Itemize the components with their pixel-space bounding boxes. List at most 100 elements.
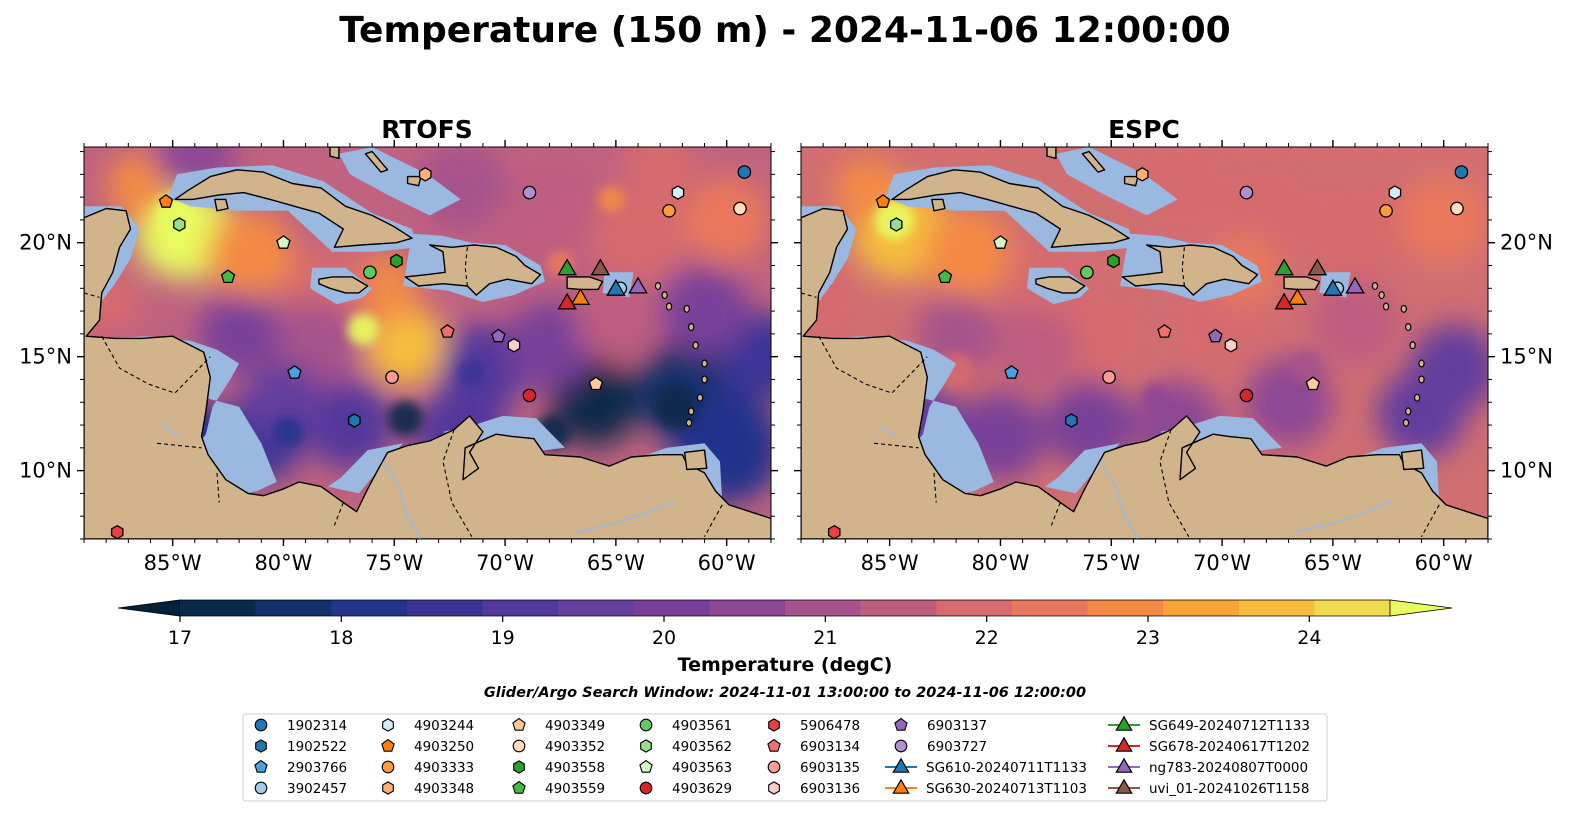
search-window-text: Glider/Argo Search Window: 2024-11-01 13…	[484, 685, 1086, 701]
lon-tick-label: 85°W	[861, 551, 919, 575]
legend-label: 4903333	[414, 760, 474, 776]
lon-tick-label: 75°W	[1082, 551, 1140, 575]
legend-item-4903348: 4903348	[382, 781, 474, 797]
legend-marker	[254, 781, 268, 795]
marker-2903766	[287, 364, 302, 379]
legend-label: SG678-20240617T1202	[1149, 739, 1310, 755]
legend-item-2903766: 2903766	[254, 759, 347, 776]
country-border	[84, 292, 100, 298]
legend-marker	[1115, 757, 1133, 773]
island	[1382, 302, 1390, 311]
temperature-cell	[505, 300, 594, 390]
legend-marker	[255, 739, 267, 753]
temperature-cell	[1399, 175, 1488, 265]
espc-axis-ticks: 85°W 80°W 75°W 70°W 65°W 60°W 10°N 15°N 20°N	[794, 140, 1553, 575]
land-polygon	[406, 175, 422, 187]
temperature-cell	[243, 362, 324, 443]
legend-item-6903137: 6903137	[894, 717, 987, 734]
colorbar-tick-label: 20	[652, 627, 676, 649]
lat-tick-label: 10°N	[19, 459, 72, 483]
colorbar-tick-label: 18	[329, 627, 353, 649]
colorbar: 17 18 19 20 21 22 23 24	[117, 599, 1453, 649]
colorbar-tick-label: 19	[491, 627, 515, 649]
marker-4903561	[363, 265, 377, 280]
land-polygon	[1283, 276, 1321, 291]
island	[701, 375, 708, 384]
legend-label: 4903352	[545, 739, 605, 755]
marker-4903250	[875, 194, 891, 208]
marker-uvi_01-20241026T1158	[1307, 258, 1328, 276]
legend-item-4903559: 4903559	[512, 780, 605, 797]
lat-tick-label: 20°N	[19, 231, 72, 255]
country-border	[1421, 504, 1440, 537]
legend-item-4903563: 4903563	[639, 759, 732, 776]
temperature-cell	[624, 147, 696, 199]
shelf-area	[338, 147, 461, 216]
legend-marker	[768, 781, 780, 795]
colorbar-tick-label: 17	[168, 627, 192, 649]
colorbar-segment	[936, 600, 1013, 616]
island	[1371, 282, 1379, 291]
temperature-cell	[347, 313, 379, 345]
land-polygon	[364, 150, 389, 173]
marker-6903136	[507, 338, 521, 353]
land-polygon	[891, 169, 1130, 248]
legend-label: 4903562	[672, 739, 732, 755]
colorbar-segment	[1163, 600, 1240, 616]
legend-label: 4903558	[545, 760, 605, 776]
marker-1902522	[1065, 413, 1078, 428]
marker-6903135	[1102, 370, 1116, 385]
legend-label: 4903559	[545, 781, 605, 797]
legend-label: 1902522	[287, 739, 347, 755]
lon-tick-label: 60°W	[1415, 551, 1473, 575]
country-border	[442, 429, 473, 537]
legend-item-6903136: 6903136	[768, 781, 860, 797]
river	[575, 499, 677, 533]
island	[1402, 418, 1410, 427]
temperature-cell	[1310, 278, 1400, 367]
colorbar-tick-label: 22	[975, 627, 999, 649]
legend-label: 4903561	[672, 718, 732, 734]
legend-marker	[639, 718, 653, 732]
marker-6903136	[1224, 338, 1238, 353]
espc-map-frame	[800, 146, 1489, 540]
marker-4903558	[1107, 253, 1120, 269]
country-borders	[84, 247, 723, 539]
temperature-cell	[365, 305, 446, 386]
island	[701, 359, 708, 368]
river	[382, 461, 422, 539]
legend-label: 3902457	[287, 781, 347, 797]
river	[1292, 499, 1394, 533]
colorbar-segment	[255, 600, 332, 616]
legend-label: SG649-20240712T1133	[1149, 718, 1310, 734]
marker-4903562	[173, 217, 186, 232]
marker-4903349	[588, 376, 604, 391]
land-polygon	[174, 169, 413, 248]
colorbar-segment	[633, 600, 710, 616]
marker-SG630-20240713T1103	[1287, 287, 1308, 305]
marker-5906478	[110, 524, 124, 539]
legend-item-SG630-20240713T1103: SG630-20240713T1103	[885, 778, 1087, 797]
marker-4903559	[220, 269, 236, 284]
legend-item-4903562: 4903562	[640, 739, 732, 755]
legend-marker	[382, 718, 394, 732]
river	[1099, 461, 1139, 539]
shelf-area	[1044, 443, 1121, 494]
lon-tick-label: 60°W	[698, 551, 756, 575]
island	[683, 304, 690, 313]
island	[654, 282, 662, 291]
temperature-cell	[682, 175, 771, 265]
colorbar-tick-label: 23	[1136, 627, 1160, 649]
legend-item-1902314: 1902314	[254, 718, 347, 734]
legend-marker	[1115, 736, 1133, 752]
country-border	[1159, 429, 1190, 537]
espc-map-panel: ESPC 85°W 80°W 75°W 70°W 65°W 60°W 10°N 15°N 20°…	[794, 115, 1553, 575]
temperature-cell	[1306, 182, 1404, 281]
island	[688, 407, 695, 416]
colorbar-segment	[1011, 600, 1089, 616]
marker-SG610-20240711T1133	[606, 278, 626, 296]
country-border	[933, 472, 937, 503]
island	[1413, 393, 1421, 402]
legend-item-3902457: 3902457	[254, 781, 347, 797]
marker-4903562	[890, 217, 903, 232]
